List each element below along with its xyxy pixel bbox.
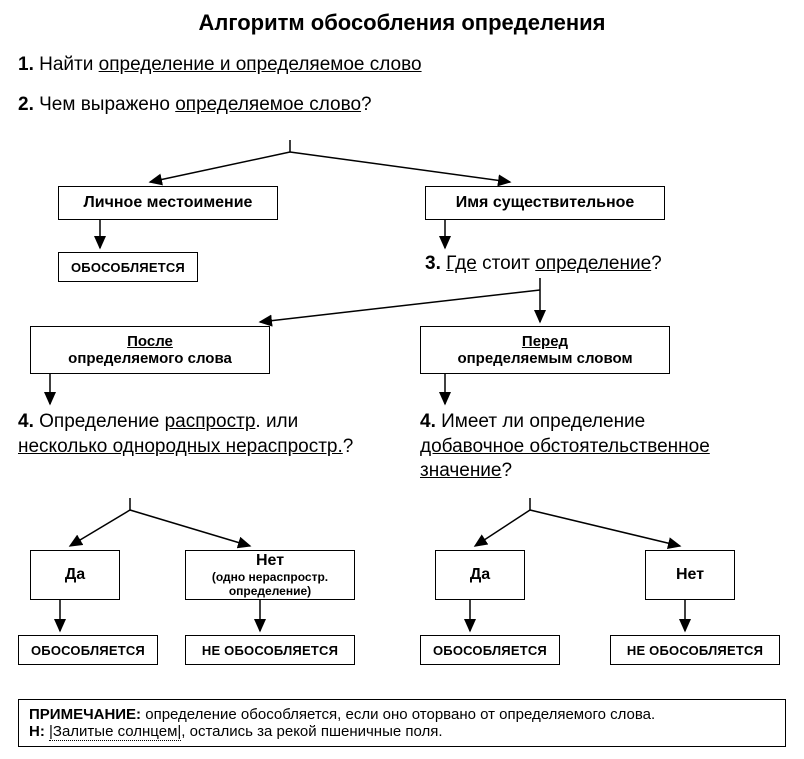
note-label: ПРИМЕЧАНИЕ:	[29, 706, 141, 723]
box-isolated-2-label: ОБОСОБЛЯЕТСЯ	[31, 643, 145, 658]
box-after-l2: определяемого слова	[68, 350, 232, 367]
box-not-isolated-2-label: НЕ ОБОСОБЛЯЕТСЯ	[627, 643, 763, 658]
q4a-und2: несколько однородных нераспростр.	[18, 436, 343, 457]
step-2: 2. Чем выражено определяемое слово?	[18, 94, 804, 116]
note-example-rest: , остались за рекой пшеничные поля.	[181, 723, 442, 740]
step2-q: ?	[361, 94, 372, 115]
box-isolated-2: ОБОСОБЛЯЕТСЯ	[18, 635, 158, 665]
box-after-l1: После	[127, 333, 173, 350]
box-before-l1: Перед	[522, 333, 568, 350]
q4b-und1: добавочное обстоятельственное значение	[420, 436, 710, 482]
q4a-q: ?	[343, 436, 354, 457]
q4a-plain2: . или	[255, 411, 298, 432]
box-pronoun-label: Личное местоимение	[84, 194, 253, 212]
q3-num: 3.	[425, 253, 441, 274]
q4a-num: 4.	[18, 411, 34, 432]
step1-plain: Найти	[39, 54, 99, 75]
step1-und: определение и определяемое слово	[99, 54, 422, 75]
box-yes-2: Да	[435, 550, 525, 600]
step1-num: 1.	[18, 54, 34, 75]
box-before: Перед определяемым словом	[420, 326, 670, 374]
question-3: 3. Где стоит определение?	[425, 252, 662, 277]
box-not-isolated-1: НЕ ОБОСОБЛЯЕТСЯ	[185, 635, 355, 665]
note-h: Н:	[29, 723, 45, 740]
question-4a: 4. Определение распростр. или несколько …	[18, 410, 378, 459]
box-yes-1: Да	[30, 550, 120, 600]
box-no-2-label: Нет	[676, 566, 704, 584]
note-example: |Залитые солнцем|	[49, 723, 181, 741]
step-1: 1. Найти определение и определяемое слов…	[18, 54, 804, 76]
q3-plain: стоит	[477, 253, 535, 274]
step2-und: определяемое слово	[175, 94, 361, 115]
q4b-num: 4.	[420, 411, 436, 432]
step2-num: 2.	[18, 94, 34, 115]
q4a-plain1: Определение	[34, 411, 165, 432]
box-no-1: Нет (одно нераспростр. определение)	[185, 550, 355, 600]
box-noun-label: Имя существительное	[456, 194, 635, 212]
q4b-plain1: Имеет ли определение	[436, 411, 645, 432]
box-yes-1-label: Да	[65, 566, 85, 584]
box-no-1-label: Нет	[256, 552, 284, 570]
q3-und1: Где	[446, 253, 477, 274]
box-pronoun: Личное местоимение	[58, 186, 278, 220]
box-yes-2-label: Да	[470, 566, 490, 584]
q3-q: ?	[651, 253, 662, 274]
question-4b: 4. Имеет ли определение добавочное обсто…	[420, 410, 790, 484]
box-no-2: Нет	[645, 550, 735, 600]
step2-plain: Чем выражено	[39, 94, 175, 115]
box-after: После определяемого слова	[30, 326, 270, 374]
box-not-isolated-1-label: НЕ ОБОСОБЛЯЕТСЯ	[202, 643, 338, 658]
note-box: ПРИМЕЧАНИЕ: определение обособляется, ес…	[18, 699, 786, 747]
note-text: определение обособляется, если оно оторв…	[145, 706, 655, 723]
box-isolated-3-label: ОБОСОБЛЯЕТСЯ	[433, 643, 547, 658]
box-not-isolated-2: НЕ ОБОСОБЛЯЕТСЯ	[610, 635, 780, 665]
q3-und2: определение	[535, 253, 651, 274]
q4a-und1: распростр	[165, 411, 256, 432]
box-before-l2: определяемым словом	[457, 350, 632, 367]
page-title: Алгоритм обособления определения	[0, 0, 804, 36]
box-noun: Имя существительное	[425, 186, 665, 220]
box-isolated-1: ОБОСОБЛЯЕТСЯ	[58, 252, 198, 282]
q4b-q: ?	[502, 460, 513, 481]
box-isolated-3: ОБОСОБЛЯЕТСЯ	[420, 635, 560, 665]
box-isolated-1-label: ОБОСОБЛЯЕТСЯ	[71, 260, 185, 275]
box-no-1-sub: (одно нераспростр. определение)	[190, 570, 350, 598]
